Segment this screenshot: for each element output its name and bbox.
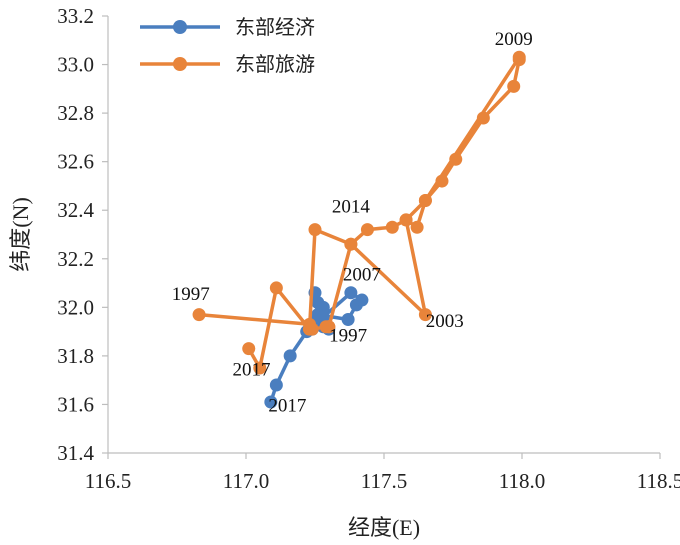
year-annotation: 2003 (426, 311, 464, 332)
data-point (512, 50, 526, 64)
data-point (410, 220, 424, 234)
x-tick-label: 118.5 (637, 469, 680, 493)
legend-item: 东部旅游 (140, 52, 315, 76)
x-tick-label: 116.5 (85, 469, 131, 493)
legend-item: 东部经济 (140, 15, 315, 39)
data-point (344, 286, 358, 300)
data-point (264, 395, 278, 409)
y-tick-label: 31.4 (57, 441, 94, 465)
series-layer (192, 50, 526, 409)
series-2 (192, 50, 526, 375)
y-tick-label: 32.6 (57, 150, 94, 174)
data-point (418, 308, 432, 322)
data-point (449, 152, 463, 166)
data-point (192, 308, 206, 322)
data-point (308, 223, 322, 237)
x-axis-title: 经度(E) (348, 515, 420, 540)
series-1 (264, 286, 369, 409)
data-point (435, 174, 449, 188)
year-annotation: 1997 (172, 284, 210, 305)
legend-swatch-marker (173, 20, 187, 34)
y-tick-label: 33.2 (57, 4, 94, 28)
x-tick-label: 117.5 (361, 469, 407, 493)
y-axis-title: 纬度(N) (8, 197, 33, 272)
data-point (507, 79, 521, 93)
data-point (418, 194, 432, 208)
series-line (197, 55, 521, 370)
axes: 116.5 117.0 117.5 118.0 118.5 31.4 31.6 31.8 32… (57, 4, 680, 493)
annotation-layer: 2009 2014 2007 1997 1997 2003 2017 2017 (172, 29, 533, 417)
data-point (242, 342, 256, 356)
y-tick-label: 32.4 (57, 198, 94, 222)
year-annotation: 2017 (268, 396, 306, 417)
year-annotation: 2017 (233, 359, 271, 380)
x-tick-label: 118.0 (499, 469, 545, 493)
data-point (355, 293, 369, 307)
year-annotation: 1997 (329, 325, 367, 346)
y-tick-label: 32.2 (57, 247, 94, 271)
y-tick-label: 31.6 (57, 392, 94, 416)
year-annotation: 2007 (343, 265, 381, 286)
y-tick-label: 32.0 (57, 295, 94, 319)
y-tick-label: 31.8 (57, 344, 94, 368)
data-point (253, 361, 267, 375)
legend-label: 东部旅游 (235, 52, 315, 76)
year-annotation: 2009 (495, 29, 533, 50)
data-point (302, 322, 316, 336)
data-point (341, 312, 355, 326)
y-tick-label: 33.0 (57, 53, 94, 77)
x-tick-label: 117.0 (223, 469, 269, 493)
y-tick-group: 31.4 31.6 31.8 32.0 32.2 32.4 32.6 32.8 33.0 33.2 (57, 4, 108, 465)
data-point (269, 281, 283, 295)
data-point (399, 213, 413, 227)
x-tick-group: 116.5 117.0 117.5 118.0 118.5 (85, 453, 680, 493)
data-point (360, 223, 374, 237)
data-point (322, 320, 336, 334)
data-point (476, 111, 490, 125)
data-point (269, 378, 283, 392)
data-point (344, 237, 358, 251)
legend-swatch-marker (173, 57, 187, 71)
y-tick-label: 32.8 (57, 101, 94, 125)
legend-label: 东部经济 (235, 15, 315, 39)
data-point (385, 220, 399, 234)
data-point (283, 349, 297, 363)
year-annotation: 2014 (332, 197, 371, 218)
